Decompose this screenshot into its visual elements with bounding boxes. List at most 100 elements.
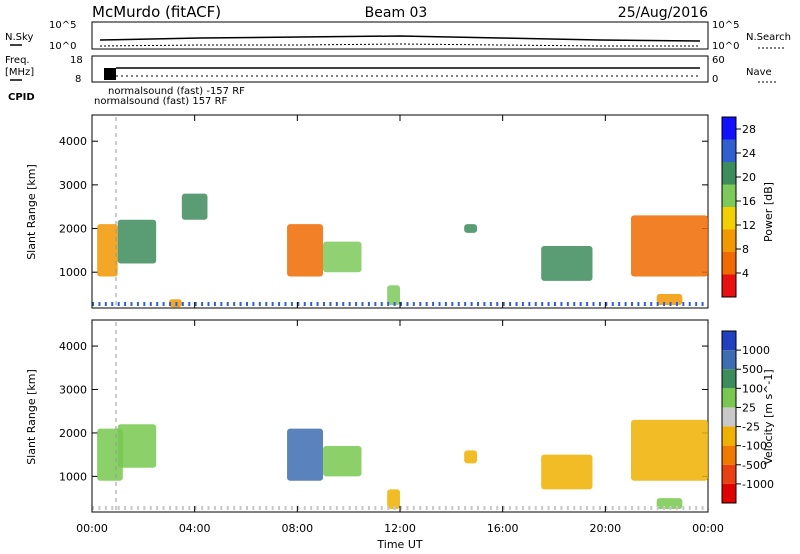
scatter-mark [367,506,370,510]
scatter-mark [246,302,248,306]
scatter-mark [201,506,204,510]
scatter-mark [618,302,621,306]
scatter-mark [278,506,281,510]
scatter-mark [554,506,556,510]
scatter-mark [598,302,601,306]
echo-region [541,454,593,490]
freq-marker [104,68,116,80]
scatter-mark [130,506,133,510]
scatter-mark [117,302,120,306]
scatter-mark [489,302,492,306]
x-tick-label: 20:00 [589,522,621,535]
scatter-mark [207,302,210,306]
scatter-mark [162,506,165,510]
colorbar-segment [722,369,736,389]
scatter-mark [149,506,152,510]
frequency-strip: Freq. [MHz] 18 8 60 0 Nave [5,55,778,85]
freq-tick-low: 8 [75,74,81,85]
colorbar-tick-label: 24 [742,147,756,160]
scatter-mark [477,506,479,510]
scatter-mark [464,506,467,510]
colorbar-tick-label: -500 [742,459,767,472]
scatter-mark [310,506,313,510]
scatter-mark [521,506,524,510]
scatter-mark [233,506,236,510]
colorbar-segment [722,445,736,465]
echo-region [117,424,157,468]
scatter-mark [387,506,390,510]
scatter-mark [393,302,396,306]
scatter-mark [181,506,184,510]
scatter-mark [303,302,306,306]
scatter-mark [637,302,640,306]
colorbar-segment [722,483,736,503]
scatter-mark [669,506,672,510]
scatter-mark [175,302,178,306]
velocity-colorbar: Velocity [m s^-1] 1000 500 100 25 -25 -100 -50… [721,330,775,504]
scatter-mark [560,302,563,306]
scatter-mark [598,506,601,510]
scatter-mark [643,506,646,510]
echo-region [464,450,477,464]
scatter-mark [695,302,698,306]
scatter-mark [669,302,672,306]
scatter-mark [618,506,621,510]
echo-region [387,489,400,509]
scatter-mark [547,506,550,510]
echo-region [631,419,708,481]
scatter-mark [284,506,287,510]
colorbar-frame [721,330,737,504]
colorbar-tick-label: 20 [742,171,756,184]
scatter-mark [188,302,191,306]
time-x-ticks: 00:00 04:00 08:00 12:00 16:00 20:00 00:00 [76,115,724,535]
scatter-mark [444,506,447,510]
scatter-mark [130,302,133,306]
y-tick-label: 3000 [59,179,87,192]
scatter-mark [355,302,358,306]
scatter-mark [348,506,351,510]
scatter-mark [688,302,691,306]
scatter-mark [393,506,396,510]
noise-strip-frame [91,21,709,50]
scatter-mark [560,506,563,510]
colorbar-segment [722,331,736,351]
scatter-mark [534,302,537,306]
echo-region [181,193,208,220]
scatter-mark [111,506,114,510]
scatter-mark [637,506,640,510]
scatter-mark [207,506,210,510]
scatter-mark [425,506,428,510]
colorbar-tick-label: 12 [742,219,756,232]
velocity-ylabel: Slant Range [km] [25,369,38,465]
scatter-mark [201,302,204,306]
scatter-mark [329,506,332,510]
scatter-mark [701,506,704,510]
colorbar-tick-label: 4 [742,267,749,280]
echo-region [541,245,593,281]
scatter-mark [252,506,255,510]
scatter-mark [528,506,531,510]
scatter-mark [509,302,512,306]
scatter-mark [663,506,666,510]
scatter-mark [220,506,223,510]
scatter-mark [271,302,274,306]
velocity-panel: Slant Range [km] 1000 2000 3000 4000 [25,319,709,513]
scatter-mark [432,302,435,306]
scatter-mark [258,302,261,306]
scatter-mark [470,506,473,510]
noise-left-tick-low: 10^0 [49,41,76,52]
colorbar-segment [722,184,736,207]
scatter-mark [342,506,345,510]
nave-tick-low: 0 [712,74,718,85]
colorbar-segment [722,407,736,427]
y-tick-label: 4000 [59,340,87,353]
power-colorbar-label: Power [dB] [762,182,775,242]
scatter-mark [425,302,428,306]
colorbar-tick-label: -25 [742,421,760,434]
scatter-mark [624,302,627,306]
scatter-mark [554,302,556,306]
scatter-mark [444,302,447,306]
echo-region [287,224,323,277]
scatter-mark [104,302,107,306]
scatter-mark [284,302,287,306]
